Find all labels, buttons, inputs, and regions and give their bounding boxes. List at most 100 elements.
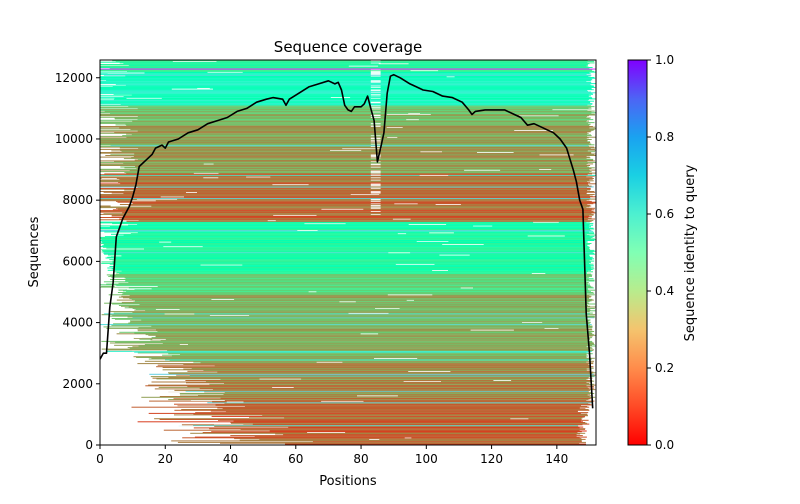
coverage-row — [100, 102, 591, 104]
coverage-row — [100, 286, 593, 288]
coverage-gap — [179, 344, 188, 345]
coverage-row — [168, 353, 593, 355]
coverage-row — [137, 232, 595, 234]
coverage-row — [112, 209, 595, 211]
coverage-row — [107, 269, 591, 271]
coverage-row — [100, 169, 596, 171]
coverage-row — [125, 279, 595, 281]
coverage-row — [100, 77, 595, 78]
coverage-row — [137, 330, 587, 332]
coverage-gap — [163, 246, 203, 248]
coverage-gap — [378, 63, 409, 65]
coverage-row — [106, 247, 590, 249]
coverage-row — [130, 321, 589, 323]
coverage-row — [100, 182, 588, 184]
coverage-gap — [171, 88, 213, 90]
coverage-row — [103, 252, 593, 254]
coverage-gap — [200, 264, 243, 266]
coverage-row — [121, 151, 596, 153]
coverage-row — [218, 419, 589, 421]
coverage-gap — [370, 81, 381, 83]
chart-title: Sequence coverage — [274, 38, 422, 56]
coverage-gap — [164, 313, 195, 315]
coverage-row — [224, 383, 590, 384]
coverage-row — [209, 428, 586, 430]
coverage-row — [101, 340, 593, 342]
coverage-row — [100, 76, 589, 78]
coverage-row — [100, 113, 595, 115]
coverage-gap — [370, 126, 381, 127]
coverage-gap — [186, 191, 197, 193]
coverage-gap — [370, 173, 381, 175]
coverage-gap — [370, 155, 381, 157]
coverage-row — [111, 150, 588, 152]
coverage-row — [100, 95, 591, 97]
coverage-row — [150, 376, 595, 378]
coverage-row — [119, 62, 595, 64]
coverage-gap — [370, 170, 381, 172]
coverage-row — [119, 127, 590, 129]
x-tick-label: 100 — [415, 452, 438, 466]
x-tick-label: 60 — [288, 452, 303, 466]
coverage-gap — [203, 177, 219, 179]
coverage-row — [109, 259, 593, 261]
coverage-row — [114, 269, 593, 270]
coverage-row — [125, 288, 589, 290]
coverage-row — [262, 415, 588, 417]
coverage-row — [151, 381, 592, 383]
coverage-row — [100, 126, 596, 128]
coverage-row — [137, 352, 587, 354]
coverage-row — [114, 117, 591, 119]
coverage-row — [109, 266, 591, 267]
coverage-row — [112, 303, 596, 305]
coverage-row — [124, 171, 590, 173]
coverage-row — [100, 205, 592, 207]
coverage-gap — [160, 196, 184, 198]
coverage-row — [100, 121, 587, 123]
coverage-gap — [420, 151, 442, 153]
coverage-row — [128, 224, 594, 226]
coverage-row — [185, 380, 593, 381]
coverage-row — [111, 214, 594, 216]
coverage-gap — [370, 207, 381, 209]
coverage-row — [134, 309, 591, 311]
coverage-row — [145, 334, 594, 336]
coverage-row — [176, 404, 593, 406]
coverage-gap — [370, 200, 381, 202]
coverage-row — [136, 168, 592, 169]
coverage-gap — [330, 149, 362, 151]
colorbar-tick-label: 1.0 — [655, 53, 674, 67]
coverage-gap — [370, 71, 381, 73]
coverage-row — [128, 64, 589, 66]
coverage-row — [109, 263, 594, 265]
coverage-row — [121, 270, 588, 272]
coverage-row — [100, 188, 591, 190]
coverage-row — [100, 227, 594, 229]
coverage-gap — [432, 269, 448, 271]
coverage-row — [230, 422, 586, 423]
coverage-row — [111, 233, 587, 235]
coverage-row — [100, 226, 590, 228]
coverage-row — [118, 282, 588, 284]
coverage-row — [101, 243, 592, 244]
coverage-row — [108, 294, 595, 296]
coverage-row — [101, 314, 596, 316]
coverage-row — [110, 311, 590, 313]
coverage-gap — [375, 308, 400, 309]
coverage-row — [100, 109, 588, 111]
coverage-gap — [370, 101, 381, 103]
coverage-row — [106, 350, 592, 352]
coverage-row — [100, 198, 596, 200]
coverage-row — [222, 408, 586, 410]
coverage-row — [122, 290, 589, 292]
coverage-gap — [392, 218, 411, 220]
coverage-row — [100, 141, 590, 143]
coverage-row — [100, 100, 594, 102]
coverage-gap — [304, 223, 346, 225]
coverage-gap — [370, 191, 381, 192]
coverage-row — [100, 69, 593, 71]
coverage-row — [100, 237, 591, 239]
coverage-row — [150, 339, 588, 341]
coverage-gap — [348, 65, 379, 67]
coverage-gap — [419, 174, 449, 176]
